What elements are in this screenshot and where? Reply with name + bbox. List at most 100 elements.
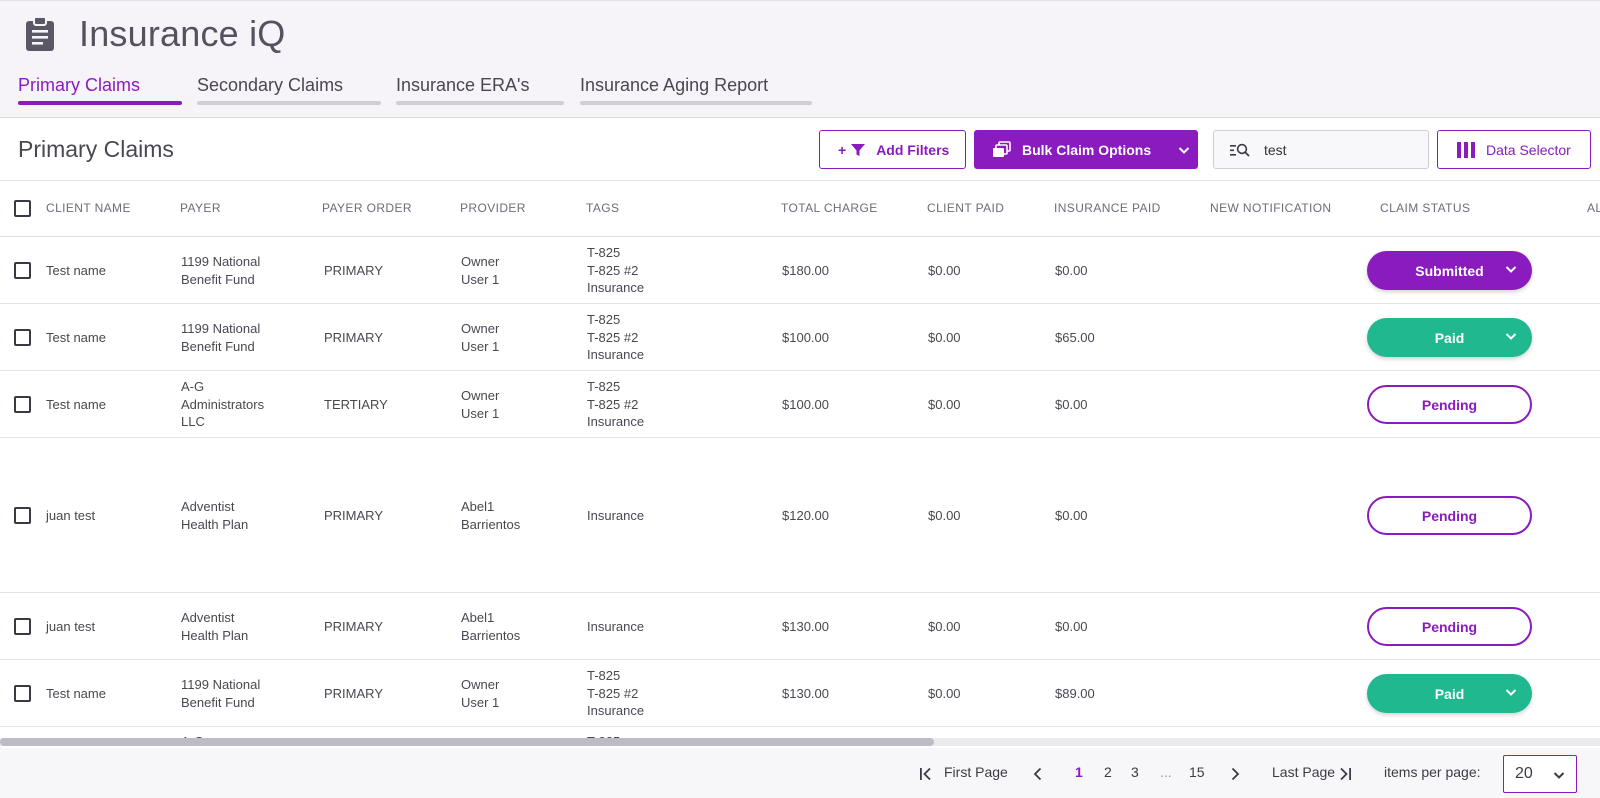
provider-cell-line: Owner — [461, 254, 500, 269]
clipboard-icon — [26, 17, 54, 51]
tab-insurance-aging-report[interactable]: Insurance Aging Report — [580, 75, 812, 105]
tags-cell-line: Insurance — [587, 414, 645, 430]
claim-status-dropdown[interactable]: Pending — [1367, 385, 1532, 424]
page-number[interactable]: 3 — [1131, 764, 1139, 780]
payer-cell: Adventist Health Plan — [181, 609, 248, 644]
provider-cell-line: Barrientos — [461, 627, 521, 643]
insurance-paid-cell: $89.00 — [1055, 685, 1095, 701]
column-header[interactable]: AL — [1587, 201, 1600, 215]
items-per-page-select[interactable]: 20 — [1503, 755, 1577, 793]
table-row: A-G T-825 — [0, 727, 1600, 740]
page-ellipsis: ... — [1160, 764, 1172, 780]
row-checkbox[interactable] — [14, 395, 31, 413]
prev-page-icon[interactable] — [1032, 767, 1044, 781]
payer-cell-line: LLC — [181, 414, 205, 430]
add-filters-button[interactable]: + Add Filters — [819, 130, 966, 169]
filter-icon — [851, 143, 866, 156]
claim-status-label: Pending — [1421, 507, 1478, 524]
column-header[interactable]: INSURANCE PAID — [1054, 201, 1161, 215]
client-paid-cell: $0.00 — [928, 685, 961, 701]
first-page-link[interactable]: First Page — [944, 764, 1008, 780]
tags-cell-line: Insurance — [587, 280, 645, 296]
column-header[interactable]: PAYER ORDER — [322, 201, 412, 215]
page-number[interactable]: 2 — [1104, 764, 1112, 780]
search-list-icon — [1230, 143, 1250, 157]
row-checkbox[interactable] — [14, 506, 31, 524]
client-paid-cell: $0.00 — [928, 507, 961, 523]
row-checkbox[interactable] — [14, 328, 31, 346]
total-charge-cell: $130.00 — [782, 685, 829, 701]
insurance-paid-cell: $0.00 — [1055, 507, 1088, 523]
provider-cell: Owner User 1 — [461, 676, 499, 711]
column-header[interactable]: TOTAL CHARGE — [781, 201, 878, 215]
payer-cell-line: Adventist — [181, 610, 235, 625]
next-page-icon[interactable] — [1229, 767, 1241, 781]
table-row: Test name 1199 National Benefit Fund PRIMAR… — [0, 237, 1600, 304]
tab-secondary-claims[interactable]: Secondary Claims — [197, 75, 381, 105]
payer-cell: Adventist Health Plan — [181, 498, 248, 533]
data-selector-button[interactable]: Data Selector — [1437, 130, 1591, 169]
row-checkbox[interactable] — [14, 617, 31, 635]
provider-cell-line: User 1 — [461, 338, 500, 354]
payer-cell-line: Health Plan — [181, 627, 249, 643]
row-checkbox[interactable] — [14, 261, 31, 279]
tags-cell-line: Insurance — [587, 618, 645, 634]
page-number[interactable]: 1 — [1075, 764, 1083, 780]
column-header[interactable]: CLAIM STATUS — [1380, 201, 1471, 215]
tags-cell-line: T-825 #2 — [587, 262, 639, 278]
claim-status-dropdown[interactable]: Paid — [1367, 318, 1532, 357]
row-checkbox[interactable] — [14, 684, 31, 702]
provider-cell-line: User 1 — [461, 271, 500, 287]
insurance-paid-cell: $0.00 — [1055, 618, 1088, 634]
last-page-link[interactable]: Last Page — [1272, 764, 1336, 780]
tab-insurance-eras[interactable]: Insurance ERA's — [396, 75, 564, 105]
payer-cell-line: A-G — [181, 379, 205, 395]
last-page-icon[interactable] — [1338, 767, 1352, 781]
scrollbar-thumb[interactable] — [0, 738, 934, 746]
claim-status-label: Pending — [1421, 396, 1478, 413]
column-header[interactable]: PAYER — [180, 201, 221, 215]
chevron-down-icon — [1505, 333, 1517, 340]
insurance-paid-cell: $0.00 — [1055, 396, 1088, 412]
tab-primary-claims[interactable]: Primary Claims — [18, 75, 182, 105]
first-page-icon[interactable] — [919, 767, 933, 781]
tags-cell: T-825 T-825 #2 Insurance — [587, 311, 644, 364]
payer-order-cell: PRIMARY — [324, 685, 383, 701]
search-input[interactable] — [1264, 141, 1404, 158]
tags-cell: Insurance — [587, 507, 644, 525]
provider-cell: Abel1 Barrientos — [461, 498, 520, 533]
bulk-claim-options-button[interactable]: Bulk Claim Options — [974, 130, 1198, 169]
claim-status-label: Pending — [1421, 618, 1478, 635]
column-header[interactable]: CLIENT PAID — [927, 201, 1005, 215]
columns-icon — [1457, 141, 1475, 158]
page-number[interactable]: 15 — [1189, 764, 1205, 780]
copy-stack-icon — [993, 141, 1011, 157]
data-selector-label: Data Selector — [1486, 141, 1571, 158]
payer-cell: A-G Administrators LLC — [181, 378, 264, 431]
tags-cell-line: T-825 — [587, 312, 621, 328]
table-header: CLIENT NAME PAYER PAYER ORDER PROVIDER T… — [0, 181, 1600, 237]
tab-underline — [580, 101, 812, 105]
column-header[interactable]: PROVIDER — [460, 201, 526, 215]
claim-status-dropdown[interactable]: Pending — [1367, 496, 1532, 535]
insurance-paid-cell: $65.00 — [1055, 329, 1095, 345]
chevron-down-icon — [1553, 772, 1565, 779]
client-paid-cell: $0.00 — [928, 329, 961, 345]
provider-cell: Owner User 1 — [461, 320, 499, 355]
payer-order-cell: TERTIARY — [324, 396, 388, 412]
claim-status-dropdown[interactable]: Paid — [1367, 674, 1532, 713]
tags-cell-line: T-825 #2 — [587, 685, 639, 701]
select-all-checkbox[interactable] — [14, 200, 31, 217]
column-header[interactable]: NEW NOTIFICATION — [1210, 201, 1332, 215]
tags-cell-line: Insurance — [587, 703, 645, 719]
pagination-bar: First Page 1 2 3 ... 15 Last Page items … — [0, 748, 1600, 798]
column-header[interactable]: CLIENT NAME — [46, 201, 131, 215]
column-header[interactable]: TAGS — [586, 201, 620, 215]
claim-status-dropdown[interactable]: Pending — [1367, 607, 1532, 646]
claim-status-dropdown[interactable]: Submitted — [1367, 251, 1532, 290]
horizontal-scrollbar[interactable] — [0, 738, 1600, 746]
payer-cell-line: Benefit Fund — [181, 694, 255, 710]
tags-cell: T-825 T-825 #2 Insurance — [587, 378, 644, 431]
items-per-page-value: 20 — [1515, 765, 1533, 782]
table-row: Test name A-G Administrators LLC TERTIARY Own… — [0, 371, 1600, 438]
